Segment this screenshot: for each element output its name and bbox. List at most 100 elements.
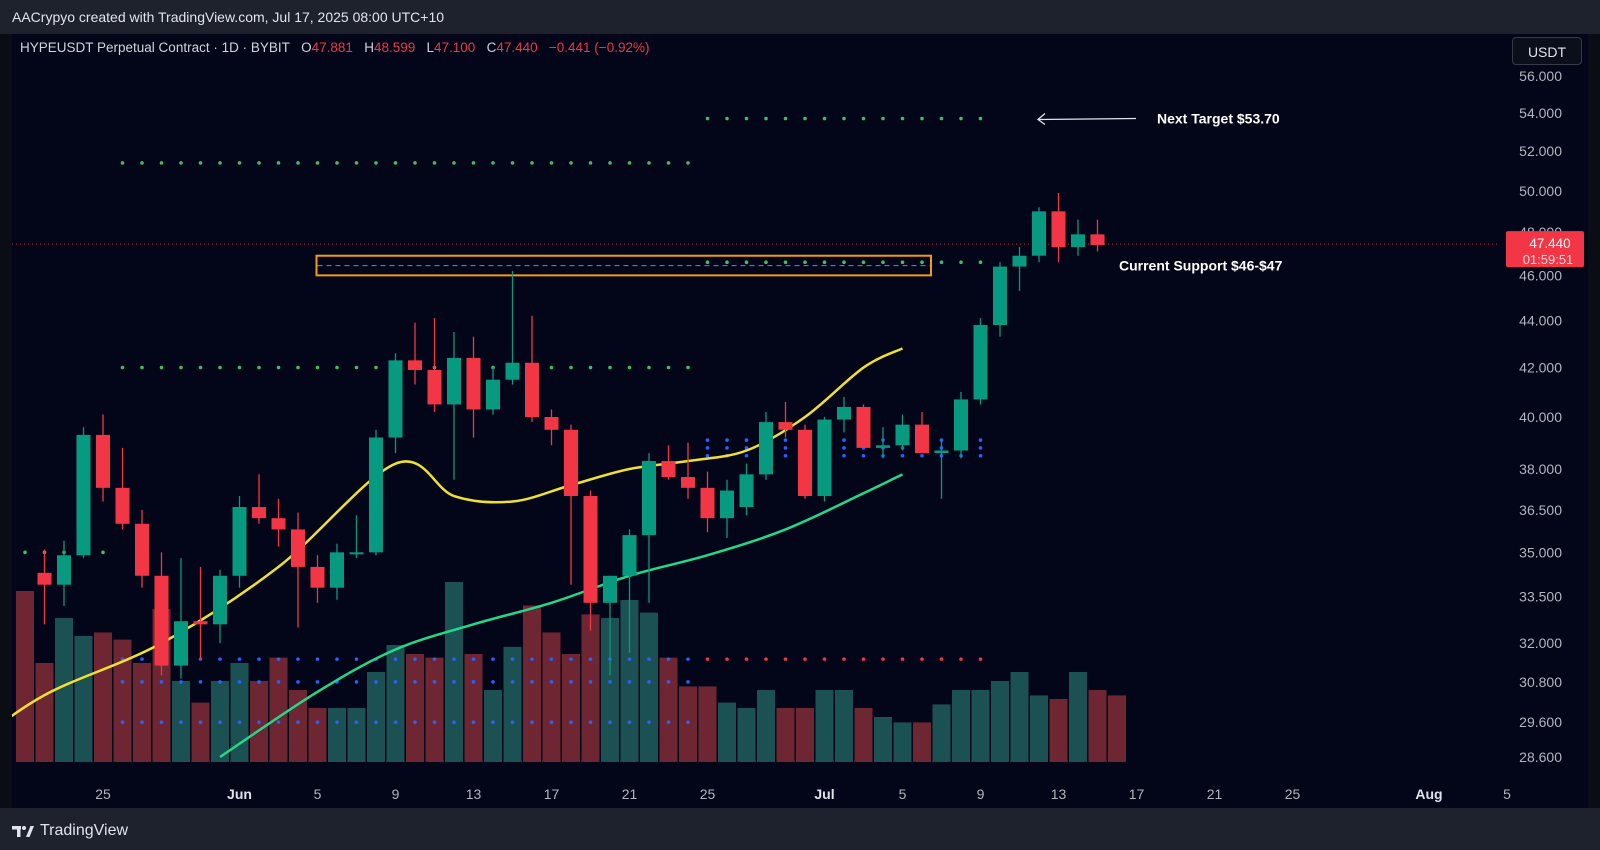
level-dot [374,720,378,724]
candle-up [973,318,988,405]
x-tick-label: 5 [1503,786,1511,802]
candle-up [642,453,656,603]
level-dot [23,550,27,555]
level-dot [842,446,846,450]
level-dot [569,720,573,724]
level-dot [315,657,320,661]
candle-body [408,360,422,370]
level-dot [198,680,203,684]
dotted-level [705,438,983,442]
level-dot [627,161,632,165]
level-dot [354,161,359,165]
level-dot [978,260,983,265]
level-dot [920,453,924,458]
volume-bar [113,639,132,762]
candle-down [915,411,929,454]
candle-body [603,575,617,603]
candle-down [778,401,793,438]
level-dot [705,446,710,450]
currency-selector[interactable]: USDT [1512,37,1582,65]
candle-body [954,399,968,451]
candle-body [174,621,188,666]
level-dot [218,720,222,724]
level-dot [140,161,144,165]
dotted-level [120,161,690,165]
level-dot [978,116,983,121]
level-dot [549,720,554,724]
level-dot [549,657,554,661]
x-tick-label: 25 [700,786,716,802]
volume-bar [406,654,424,762]
candle-body [739,474,754,508]
level-dot [861,260,866,265]
candle-down [564,424,578,585]
level-dot [705,657,710,661]
candle-down [271,498,286,547]
candle-up [505,270,520,385]
level-dot [686,680,690,684]
level-dot [491,161,495,165]
volume-bar [601,618,619,762]
x-tick-label: Jun [227,786,252,802]
level-dot [120,720,125,724]
level-dot [686,365,690,370]
candle-body [993,266,1007,326]
candle-body [759,422,773,475]
level-dot [276,365,281,370]
candle-down [661,445,676,480]
level-dot [491,680,495,684]
level-dot [881,260,885,265]
level-dot [237,680,242,684]
level-dot [510,161,515,165]
dotted-level [705,657,983,661]
level-dot [666,365,671,370]
level-dot [296,680,300,684]
attribution-text: AACrypyo created with TradingView.com, J… [12,9,445,25]
level-dot [666,680,671,684]
level-dot [959,116,963,121]
candle-body [837,406,851,420]
level-dot [315,161,320,165]
candle-body [915,424,929,454]
volume-bar [581,614,600,762]
volume-bar [952,690,970,762]
level-dot [666,161,671,165]
dotted-level [705,260,983,265]
candle-down [96,414,110,502]
candle-up [876,427,890,459]
candle-up [622,529,637,653]
level-dot [179,365,183,370]
close-value: 47.440 [496,40,538,55]
volume-bar [874,717,892,762]
open-label: O [301,40,312,55]
support-zone-box [315,254,932,277]
level-dot [452,720,456,724]
symbol-name: HYPEUSDT Perpetual Contract · 1D · BYBIT [20,40,290,55]
level-dot [978,657,983,661]
level-dot [978,453,983,458]
candle-up [174,558,188,679]
level-dot [783,453,788,458]
level-dot [471,680,476,684]
level-dot [393,161,398,165]
y-tick-label: 29.600 [1519,714,1562,730]
volume-bar [464,654,483,762]
y-tick-label: 32.000 [1519,635,1562,651]
level-dot [608,365,612,370]
level-dot [881,657,885,661]
level-dot [588,161,593,165]
y-tick-label: 54.000 [1519,105,1562,121]
support-label: Current Support $46-$47 [1119,258,1283,274]
candle-body [505,362,520,380]
x-tick-label: 13 [466,786,482,802]
dotted-level [120,680,690,684]
level-dot [842,453,846,458]
level-dot [744,260,749,265]
tradingview-logo[interactable]: TradingView [12,822,128,840]
volume-bar [367,672,385,762]
level-dot [881,116,885,121]
volume-bar [932,704,951,762]
level-dot [588,680,593,684]
volume-bar [133,663,151,762]
